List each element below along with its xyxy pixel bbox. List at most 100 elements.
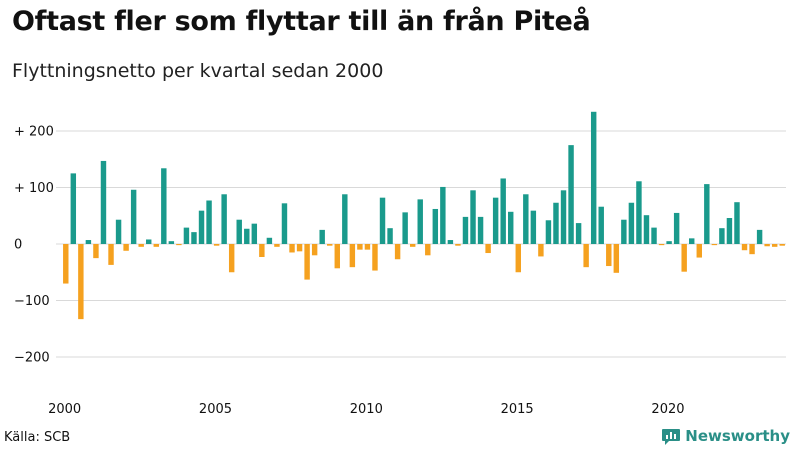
bar — [530, 210, 537, 244]
bar — [462, 216, 469, 244]
y-axis-tick-labels: + 200 + 100 0 −100 −200 — [14, 125, 54, 366]
bar — [741, 244, 748, 251]
brand-logo: Newsworthy — [661, 426, 790, 446]
bar — [85, 240, 92, 244]
bar — [387, 228, 393, 244]
bar — [409, 244, 416, 247]
bar — [681, 244, 687, 272]
y-tick-label: −100 — [14, 294, 50, 309]
bar — [274, 244, 280, 247]
bar — [771, 244, 778, 247]
bar — [281, 203, 288, 244]
bar — [651, 227, 657, 244]
brand-name: Newsworthy — [685, 427, 790, 445]
bar — [115, 219, 122, 244]
bar — [236, 219, 242, 244]
bar — [334, 244, 340, 269]
bar — [440, 186, 446, 244]
x-axis-tick-labels: 2000 2005 2010 2015 2020 — [48, 402, 684, 417]
bar — [228, 244, 235, 273]
bars — [63, 111, 785, 320]
bar — [221, 194, 227, 244]
bar — [515, 244, 521, 273]
bar — [719, 228, 725, 244]
gridlines — [56, 130, 786, 358]
bar — [508, 211, 514, 244]
bar — [500, 178, 506, 244]
bar — [704, 184, 710, 244]
bar — [327, 244, 333, 246]
bar — [304, 244, 310, 280]
bar — [598, 206, 604, 244]
bar — [734, 202, 740, 244]
bar — [583, 244, 589, 268]
bar — [711, 244, 718, 246]
bar — [108, 244, 114, 265]
bar — [319, 229, 325, 245]
bar — [764, 244, 770, 247]
bar — [417, 199, 423, 244]
bar — [70, 173, 77, 245]
bar — [259, 244, 265, 257]
bar — [689, 238, 695, 244]
bar — [213, 244, 220, 246]
bar — [394, 244, 401, 260]
bar — [673, 212, 680, 244]
bar — [357, 244, 363, 250]
x-tick-label: 2005 — [199, 402, 232, 417]
bar — [575, 223, 582, 244]
bar — [628, 202, 635, 244]
bar — [696, 244, 702, 258]
bar — [636, 181, 642, 244]
bar — [168, 241, 175, 244]
bar — [560, 190, 567, 244]
bar — [606, 244, 612, 267]
bar — [311, 244, 318, 256]
bar — [568, 145, 574, 245]
bar — [153, 244, 159, 247]
bar — [613, 244, 620, 273]
bar — [553, 202, 559, 244]
bar — [244, 228, 250, 244]
x-tick-label: 2010 — [350, 402, 383, 417]
bar — [779, 244, 785, 246]
bar — [402, 212, 408, 244]
bar — [666, 241, 672, 244]
bar — [296, 244, 303, 252]
bar — [523, 194, 529, 244]
bar — [749, 244, 755, 255]
bar — [130, 189, 137, 244]
bar — [538, 244, 544, 257]
y-tick-label: 0 — [14, 238, 22, 253]
source-note: Källa: SCB — [4, 430, 71, 445]
bar — [364, 244, 371, 250]
bar — [643, 215, 650, 244]
bar — [590, 111, 597, 244]
bar — [198, 210, 205, 244]
bar — [658, 244, 665, 246]
bar — [621, 219, 627, 244]
bar — [100, 160, 107, 244]
chart-subtitle: Flyttningsnetto per kvartal sedan 2000 — [12, 60, 384, 82]
bar — [756, 229, 763, 245]
bar — [379, 197, 386, 244]
bar — [138, 244, 144, 247]
bar — [176, 244, 182, 246]
bar — [289, 244, 295, 253]
bar — [183, 227, 190, 244]
bar — [146, 239, 152, 244]
bar — [191, 232, 197, 244]
y-tick-label: + 100 — [14, 181, 54, 196]
bar — [492, 197, 499, 244]
bar — [485, 244, 491, 254]
bar — [349, 244, 356, 268]
bar — [266, 237, 273, 244]
bar — [78, 244, 84, 320]
bar — [455, 244, 461, 246]
bar — [342, 194, 348, 244]
bar — [251, 223, 258, 244]
bar — [161, 168, 167, 244]
bar — [372, 244, 378, 271]
x-tick-label: 2000 — [48, 402, 81, 417]
